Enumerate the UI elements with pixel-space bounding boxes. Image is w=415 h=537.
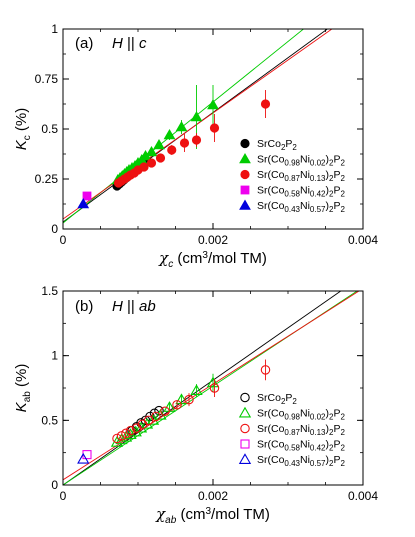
x-tick-label-0-0: 0: [60, 233, 67, 247]
series-0-3: [82, 191, 92, 201]
point-1-1-6: [140, 417, 154, 429]
point-1-4-0: [77, 452, 90, 464]
point-1-1-5: [134, 421, 148, 433]
chart-panel-1: 0 0.002 0.004 0 0.5 1 1.5 (b) H || ab χab (cm3/mo…: [13, 284, 378, 526]
legend-entry-0-3: Sr(Co0.58Ni0.42)2P2: [257, 185, 345, 199]
y-axis-label-0: Kc (%): [13, 108, 33, 151]
chart-panel-0: 0 0.002 0.004 0 0.25 0.5 0.75 1 (a) H || c χc (cm3…: [13, 22, 378, 270]
point-0-1-11: [145, 145, 158, 157]
x-tick-label-1-0: 0: [60, 489, 67, 503]
series-1-2: [112, 359, 271, 444]
point-0-1-13: [163, 128, 176, 140]
point-1-2-2: [121, 428, 131, 439]
series-0-1: [111, 85, 219, 185]
panel-label-0: (a): [75, 35, 93, 52]
legend-marker-1-1: [238, 406, 252, 418]
point-1-2-6: [143, 415, 154, 426]
legend-entry-0-2: Sr(Co0.87Ni0.13)2P2: [257, 169, 345, 183]
point-0-2-9: [155, 153, 166, 163]
legend-entry-1-4: Sr(Co0.43Ni0.57)2P2: [257, 454, 345, 468]
y-tick-label-0-0: 0: [51, 222, 58, 236]
x-tick-label-0-1: 0.002: [198, 233, 228, 247]
point-1-2-7: [151, 411, 161, 422]
panel-label-1: (b): [75, 298, 93, 315]
legend-entry-1-2: Sr(Co0.87Ni0.13)2P2: [257, 423, 345, 437]
x-axis-label-1: χab (cm3/mol TM): [155, 505, 270, 526]
point-0-1-16: [207, 98, 219, 110]
y-tick-label-1-0: 0: [51, 478, 58, 492]
legend-marker-1-3: [240, 439, 250, 449]
y-tick-label-1-3: 1.5: [41, 284, 58, 298]
x-axis-label-0: χc (cm3/mol TM): [158, 249, 267, 270]
y-tick-label-0-2: 0.5: [41, 122, 58, 136]
y-tick-label-0-1: 0.25: [35, 172, 59, 186]
legend-marker-1-0: [240, 392, 250, 403]
point-1-2-3: [125, 425, 136, 436]
point-0-4-0: [77, 197, 90, 209]
point-0-1-14: [175, 120, 188, 132]
point-0-2-14: [260, 99, 271, 109]
x-tick-label-1-1: 0.002: [198, 489, 228, 503]
point-1-2-9: [172, 400, 182, 410]
point-1-1-12: [206, 376, 220, 388]
point-0-2-8: [146, 158, 157, 168]
legend-0: SrCo2P2 Sr(Co0.98Ni0.02)2P2Sr(Co0.87Ni0.1…: [239, 138, 345, 214]
legend-marker-0-1: [239, 152, 251, 164]
field-condition-1: H || ab: [112, 298, 156, 315]
point-1-2-1: [116, 431, 127, 441]
point-1-2-12: [260, 365, 271, 375]
y-tick-label-0-4: 1: [51, 22, 58, 36]
legend-1: SrCo2P2 Sr(Co0.98Ni0.02)2P2Sr(Co0.87Ni0.1…: [238, 392, 345, 468]
series-0-2: [113, 90, 271, 188]
point-1-1-8: [154, 408, 167, 420]
point-1-1-7: [146, 414, 160, 425]
legend-marker-1-2: [240, 423, 250, 434]
point-0-1-15: [190, 110, 203, 122]
legend-entry-0-1: Sr(Co0.98Ni0.02)2P2: [257, 154, 345, 168]
point-1-1-11: [190, 384, 203, 396]
legend-entry-0-4: Sr(Co0.43Ni0.57)2P2: [257, 200, 345, 214]
point-0-2-12: [191, 135, 202, 145]
point-1-2-0: [112, 433, 122, 444]
point-1-2-8: [160, 406, 170, 417]
series-1-4: [77, 452, 90, 464]
point-0-2-11: [179, 138, 190, 148]
legend-marker-0-3: [240, 185, 250, 195]
legend-entry-1-0: SrCo2P2: [257, 392, 297, 406]
field-condition-0: H || c: [112, 35, 147, 52]
x-tick-label-0-2: 0.004: [348, 233, 378, 247]
point-0-2-13: [209, 123, 220, 133]
series-0-4: [77, 197, 90, 209]
point-1-2-11: [209, 383, 220, 393]
point-0-1-12: [153, 138, 165, 150]
legend-marker-1-4: [238, 453, 252, 464]
legend-marker-0-4: [239, 199, 251, 210]
legend-entry-0-0: SrCo2P2: [257, 138, 297, 152]
series-1-1: [110, 373, 220, 447]
point-0-3-0: [82, 191, 92, 201]
y-tick-label-1-2: 1: [51, 349, 58, 363]
legend-entry-1-1: Sr(Co0.98Ni0.02)2P2: [257, 408, 345, 422]
point-1-0-6: [154, 405, 164, 416]
y-axis-label-1: Kab (%): [13, 364, 33, 413]
legend-marker-0-2: [240, 169, 250, 180]
point-1-2-10: [184, 394, 194, 405]
point-0-2-10: [167, 145, 177, 155]
point-0-2-7: [139, 162, 149, 172]
x-tick-label-1-2: 0.004: [348, 489, 378, 503]
legend-marker-0-0: [240, 138, 250, 149]
legend-entry-1-3: Sr(Co0.58Ni0.42)2P2: [257, 439, 345, 453]
y-tick-label-0-3: 0.75: [35, 72, 59, 86]
y-tick-label-1-1: 0.5: [41, 413, 58, 427]
